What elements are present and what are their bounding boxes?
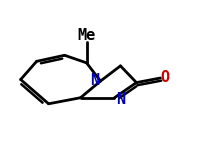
Text: O: O bbox=[160, 70, 169, 85]
Text: N: N bbox=[115, 92, 124, 107]
Text: N: N bbox=[90, 73, 99, 88]
Text: Me: Me bbox=[77, 28, 95, 43]
